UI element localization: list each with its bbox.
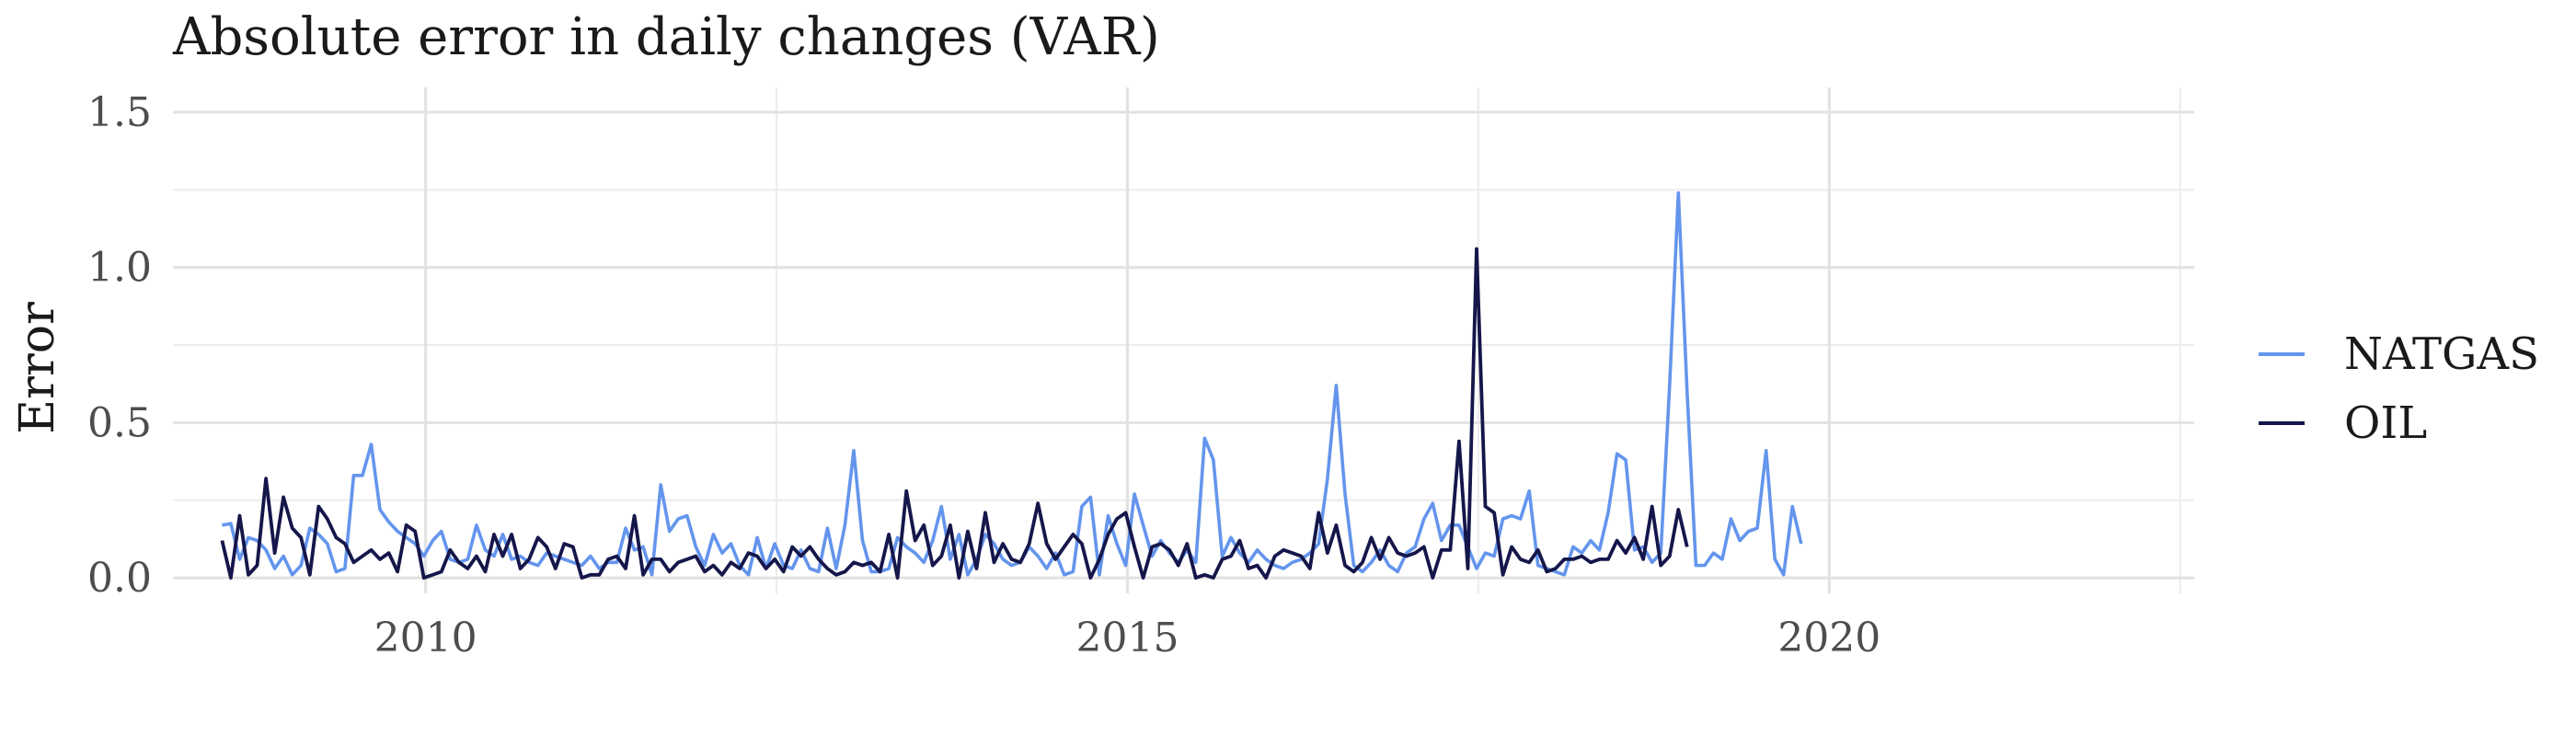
y-axis-tick-labels: 0.0 0.5 1.0 1.5 xyxy=(87,89,152,602)
y-tick-label: 0.0 xyxy=(87,555,152,602)
x-tick-label: 2020 xyxy=(1777,615,1880,661)
y-axis-title: Error xyxy=(10,302,65,434)
legend-label-natgas: NATGAS xyxy=(2344,328,2539,380)
major-gridlines xyxy=(173,87,2194,593)
minor-gridlines xyxy=(173,87,2194,593)
legend-item-natgas: NATGAS xyxy=(2259,328,2539,380)
x-tick-label: 2010 xyxy=(374,615,477,661)
chart-title: Absolute error in daily changes (VAR) xyxy=(173,7,1160,67)
series-line-oil xyxy=(220,247,1689,580)
x-axis-tick-labels: 2010 2015 2020 xyxy=(374,615,1881,661)
legend-label-oil: OIL xyxy=(2344,397,2427,449)
y-tick-label: 0.5 xyxy=(87,399,152,446)
legend-item-oil: OIL xyxy=(2259,397,2427,449)
y-tick-label: 1.0 xyxy=(87,245,152,292)
legend: NATGAS OIL xyxy=(2259,328,2539,449)
y-tick-label: 1.5 xyxy=(87,89,152,136)
x-tick-label: 2015 xyxy=(1075,615,1179,661)
series-line-natgas xyxy=(222,190,1803,577)
series-lines xyxy=(220,190,1803,580)
